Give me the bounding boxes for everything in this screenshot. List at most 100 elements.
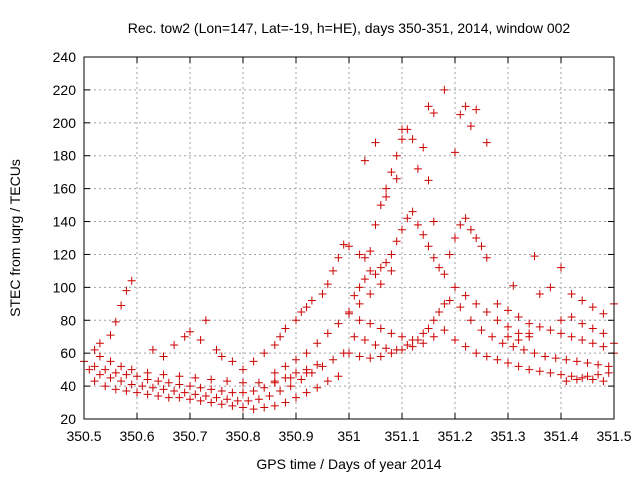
data-point [239, 365, 247, 374]
data-point [196, 383, 205, 392]
data-point [217, 400, 226, 409]
data-point [228, 388, 237, 397]
data-point [588, 339, 597, 348]
x-axis-label: GPS time / Days of year 2014 [256, 456, 441, 472]
data-point [207, 375, 216, 384]
data-point [424, 176, 433, 185]
data-point [461, 102, 470, 111]
data-point [212, 345, 221, 354]
data-point [392, 345, 401, 354]
data-point [572, 375, 581, 384]
data-point [170, 387, 179, 396]
data-point [376, 324, 385, 333]
data-point [387, 250, 396, 259]
x-tick-label: 350.6 [119, 428, 154, 444]
data-point [302, 349, 311, 358]
x-axis-ticks: 350.5 350.6 350.7 350.8 350.9 351 351.1 351.2 35… [66, 57, 632, 444]
y-tick-label: 100 [53, 279, 77, 295]
data-point [398, 135, 406, 144]
data-point [583, 372, 592, 381]
data-point [270, 401, 279, 410]
data-point [122, 286, 131, 295]
data-point [514, 312, 523, 321]
data-point [201, 316, 210, 325]
data-point [482, 253, 491, 262]
data-point [382, 184, 391, 193]
data-point [101, 365, 110, 374]
data-point [493, 299, 502, 308]
data-point [164, 393, 173, 402]
data-point [493, 355, 502, 364]
data-point [419, 143, 428, 152]
data-point [318, 289, 327, 298]
data-point [413, 164, 422, 173]
data-point [525, 319, 534, 328]
data-point [424, 102, 433, 111]
data-point [387, 349, 396, 358]
data-point [127, 276, 136, 285]
data-point [429, 332, 438, 341]
data-point [117, 362, 126, 371]
data-point [127, 380, 136, 389]
data-point [392, 174, 401, 183]
data-point [170, 340, 179, 349]
data-point [212, 393, 221, 402]
data-point [557, 329, 565, 338]
data-point [281, 362, 290, 371]
data-point [329, 355, 338, 364]
x-tick-label: 351.1 [384, 428, 419, 444]
y-tick-label: 120 [53, 246, 77, 262]
data-point [355, 283, 364, 292]
data-point [371, 270, 380, 279]
data-point [546, 326, 555, 335]
data-point [588, 375, 597, 384]
data-point [355, 299, 364, 308]
data-point [551, 354, 560, 363]
data-point [525, 365, 534, 374]
data-point [111, 368, 120, 377]
data-point [583, 359, 592, 368]
data-point [270, 368, 279, 377]
data-point [472, 105, 481, 114]
data-point [111, 317, 120, 326]
data-point [239, 403, 247, 412]
data-point [599, 309, 608, 318]
data-point [535, 289, 544, 298]
data-point [461, 291, 470, 300]
data-point [164, 378, 173, 387]
data-point [244, 396, 253, 405]
data-point [302, 388, 311, 397]
data-point [567, 332, 576, 341]
data-point [154, 391, 163, 400]
data-point [530, 252, 539, 261]
data-point [519, 345, 528, 354]
data-point [546, 283, 555, 292]
data-point [228, 401, 237, 410]
data-point [334, 372, 343, 381]
data-point [557, 263, 565, 272]
data-point [493, 316, 502, 325]
data-point [334, 253, 343, 262]
data-point [504, 322, 512, 331]
data-point [451, 283, 459, 292]
data-point [466, 316, 475, 325]
data-point [541, 352, 550, 361]
data-point [567, 372, 576, 381]
data-point [191, 390, 200, 399]
data-point [239, 388, 247, 397]
data-point [398, 225, 406, 234]
data-point [85, 365, 94, 374]
data-point [366, 319, 375, 328]
y-tick-label: 180 [53, 148, 77, 164]
data-point [228, 357, 237, 366]
y-tick-label: 60 [60, 345, 76, 361]
data-point [451, 148, 459, 157]
data-point [567, 289, 576, 298]
data-point [509, 281, 518, 290]
data-point [376, 201, 385, 210]
data-point [191, 373, 200, 382]
data-point [323, 377, 332, 386]
x-tick-label: 350.7 [172, 428, 207, 444]
y-tick-label: 200 [53, 115, 77, 131]
data-point [424, 242, 433, 251]
